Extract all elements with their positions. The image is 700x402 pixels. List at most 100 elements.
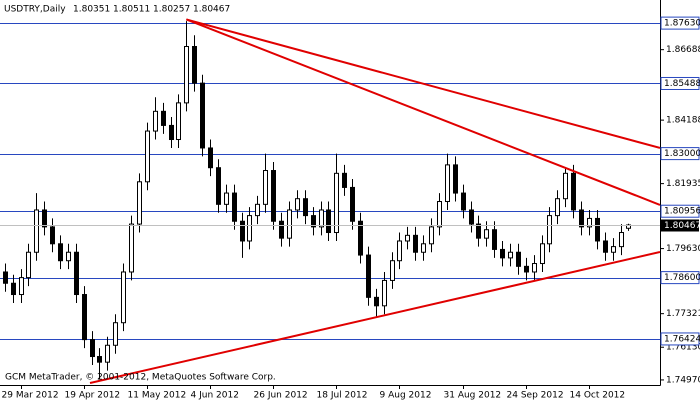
candle-body (342, 172, 347, 188)
level-label: 1.80956 (664, 207, 700, 217)
candle-body (232, 192, 237, 222)
level-label: 1.83000 (664, 149, 700, 159)
candle-body (113, 322, 118, 346)
candle-body (255, 203, 260, 217)
candle-body (105, 344, 110, 363)
x-tick-label: 24 Sep 2012 (507, 391, 564, 401)
candle-body (271, 170, 276, 222)
candle-body (476, 223, 481, 239)
candle-body (397, 240, 402, 262)
candle-body (390, 260, 395, 281)
candle-body (619, 232, 624, 248)
candle-body (216, 167, 221, 205)
candle-body (571, 172, 576, 211)
x-tick-label: 19 Apr 2012 (65, 391, 121, 401)
candle-body (429, 226, 434, 245)
candle-body (524, 265, 529, 273)
chart-title: USDTRY,Daily (4, 5, 66, 15)
candle-body (192, 46, 197, 84)
candle-body (579, 209, 584, 228)
candle-body (382, 279, 387, 307)
candle-body (492, 229, 497, 250)
candle-body (413, 234, 418, 253)
x-tick-label: 29 Mar 2012 (2, 391, 59, 401)
candle-body (66, 251, 71, 262)
x-tick-label: 18 Jul 2012 (317, 391, 368, 401)
level-label-box (660, 204, 700, 218)
candle-body (540, 243, 545, 265)
candle-body (311, 215, 316, 228)
candle-body (208, 147, 213, 169)
level-label-box (660, 332, 700, 346)
watermark: GCM MetaTrader, © 2001-2012, MetaQuotes … (5, 373, 276, 383)
candle-body (97, 356, 102, 363)
candle-body (555, 198, 560, 217)
x-tick-label: 11 May 2012 (128, 391, 187, 401)
x-tick-label: 9 Aug 2012 (380, 391, 432, 401)
candle-body (374, 296, 379, 307)
candle-body (26, 251, 31, 279)
candle-body (161, 110, 166, 126)
candle-body (224, 192, 229, 205)
candle-body (11, 282, 16, 296)
ohlc-high: 1.80511 (113, 5, 150, 15)
candle-body (603, 240, 608, 253)
candle-body (176, 102, 181, 141)
candle-body (334, 172, 339, 234)
candle-body (437, 201, 442, 228)
y-tick-label: 1.76130 (666, 343, 700, 353)
candle-body (169, 124, 174, 141)
level-label: 1.76424 (664, 334, 700, 344)
candle-body (469, 209, 474, 225)
candle-body (200, 82, 205, 149)
candle-body (129, 223, 134, 273)
level-label-box (660, 16, 700, 30)
y-tick-label: 1.79630 (666, 244, 700, 254)
y-tick-label: 1.77321 (666, 309, 700, 319)
candle-body (303, 198, 308, 217)
candle-body (421, 243, 426, 253)
level-label-box (660, 147, 700, 161)
candle-body (50, 226, 55, 245)
candle-body (184, 46, 189, 104)
candle-body (295, 198, 300, 211)
price-label: 1.80467 (664, 221, 700, 231)
candle-body (42, 209, 47, 228)
candle-body (366, 254, 371, 298)
x-tick-label: 14 Oct 2012 (570, 391, 626, 401)
trendline (185, 18, 660, 206)
candle-body (508, 251, 513, 259)
candle-body (3, 271, 8, 284)
candle-body (326, 209, 331, 234)
ohlc-close: 1.80467 (193, 5, 230, 15)
x-tick-label: 31 Aug 2012 (444, 391, 502, 401)
candle-body (445, 164, 450, 203)
y-tick-label: 1.81935 (666, 179, 700, 189)
candle-body (90, 339, 95, 358)
y-tick-label: 1.84188 (666, 116, 700, 126)
y-tick-label: 1.86688 (666, 45, 700, 55)
candle-body (516, 251, 521, 267)
candle-body (74, 251, 79, 296)
candle-body (82, 294, 87, 341)
candle-body (547, 215, 552, 245)
level-label: 1.78600 (664, 273, 700, 283)
candle-body (611, 246, 616, 253)
candle-body (532, 263, 537, 273)
candle-body (137, 181, 142, 225)
candle-body (263, 170, 268, 205)
x-tick-label: 26 Jun 2012 (254, 391, 308, 401)
candle-body (58, 243, 63, 262)
candle-body (358, 220, 363, 256)
ohlc-open: 1.80351 (73, 5, 110, 15)
x-tick-label: 4 Jun 2012 (191, 391, 239, 401)
y-tick-label: 1.74970 (666, 375, 700, 385)
candle-body (145, 130, 150, 183)
plot-area (0, 18, 660, 385)
candle-body (19, 277, 24, 296)
level-label-box (660, 76, 700, 90)
candle-body (461, 192, 466, 211)
candle-body (247, 215, 252, 242)
candle-body (595, 217, 600, 242)
